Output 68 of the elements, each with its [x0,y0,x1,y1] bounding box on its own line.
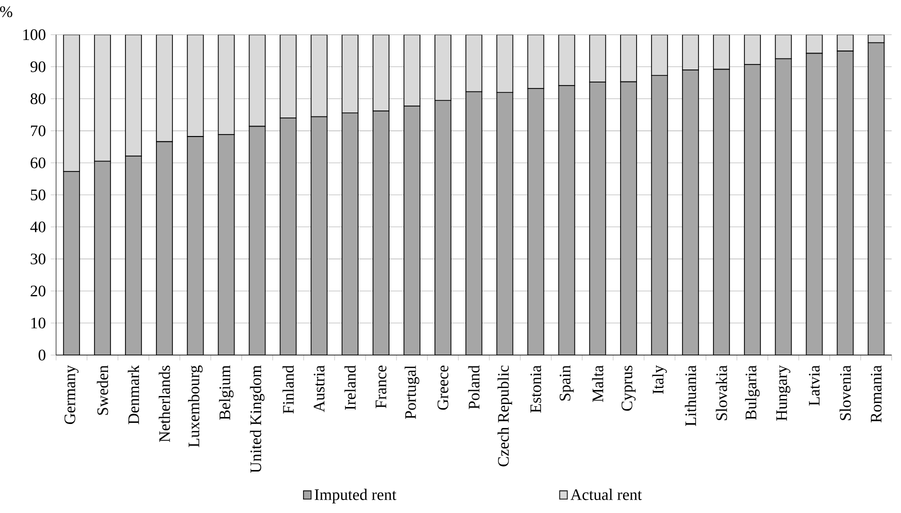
y-tick-label: 20 [30,286,46,297]
x-tick-label: Slovenia [840,366,851,420]
x-tick-label: Germany [64,365,79,424]
bar [94,34,111,162]
bar [713,34,730,70]
y-axis-title: % [0,6,12,18]
y-tick-label: 90 [30,62,46,72]
x-tick-label: Sweden [96,366,108,415]
bar [589,34,606,83]
bar [248,34,266,127]
y-tick-label: 80 [30,94,46,104]
x-tick-label: Denmark [128,365,140,424]
bar [744,34,761,66]
x-tick-label: Romania [870,366,882,423]
bar [774,34,792,60]
x-tick-label: Netherlands [158,366,170,442]
x-tick-label: Hungary [776,365,790,421]
bar [651,34,668,76]
y-tick-label: 100 [23,30,46,40]
y-tick-label: 70 [31,126,46,136]
x-tick-label: Greece [438,366,448,410]
x-tick-label: Malta [592,366,604,402]
x-tick-label: Cyprus [622,366,636,411]
x-tick-label: Finland [282,366,294,414]
x-tick-label: Estonia [530,366,542,413]
x-tick-label: Portugal [404,366,420,420]
bar [558,34,576,86]
x-tick-label: Spain [560,366,574,401]
x-tick-label: Lithuania [684,366,696,426]
bar [280,34,297,119]
y-tick-label: 50 [30,190,46,200]
bar [434,34,452,101]
legend-label: Imputed rent [314,489,396,504]
bar [404,34,420,107]
bar [868,34,885,44]
y-tick-label: 10 [31,318,46,329]
bar [806,34,823,54]
x-tick-label: Belgium [218,366,234,420]
x-tick-label: France [376,366,386,408]
legend-label: Actual rent [570,489,642,500]
bar [496,34,514,93]
bar [310,34,328,118]
bar [527,34,544,90]
y-tick-label: 30 [30,254,46,265]
bar [186,34,204,138]
x-tick-label: Latvia [808,366,820,406]
y-tick-label: 60 [30,158,46,168]
bar [63,34,80,172]
bar [465,34,482,92]
bar [836,34,854,52]
bar [372,34,390,112]
x-tick-label: Czech Republic [498,366,512,467]
x-tick-label: Ireland [344,366,356,410]
x-tick-label: Luxembourg [188,366,203,448]
bar [682,34,699,71]
x-tick-label: Italy [652,365,667,394]
x-tick-label: United Kingdom [250,366,265,474]
bar [620,34,638,82]
x-tick-label: Bulgaria [745,366,760,420]
y-tick-label: 0 [38,350,46,361]
x-tick-label: Poland [468,366,480,410]
bar [342,34,358,114]
bar [156,34,173,142]
bar [218,34,235,136]
x-tick-label: Austria [314,366,324,412]
x-tick-label: Slovakia [716,366,728,420]
y-tick-label: 40 [30,222,46,233]
bar [125,34,142,157]
